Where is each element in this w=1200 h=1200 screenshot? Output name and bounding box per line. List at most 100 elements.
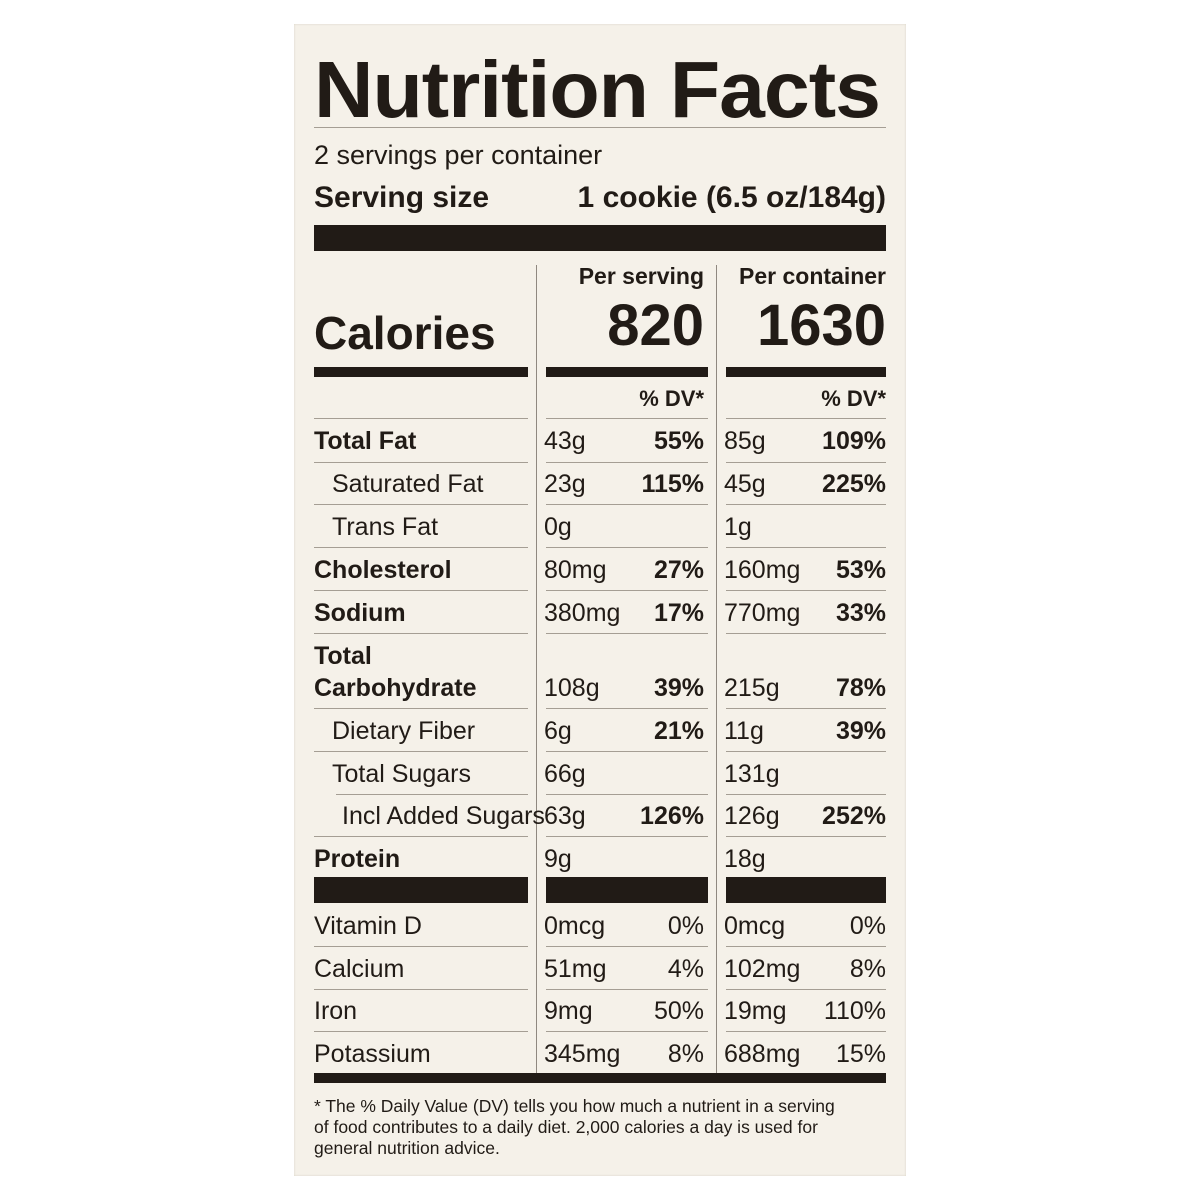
row-rule: [314, 989, 528, 990]
serving-amount: 9mg: [544, 997, 593, 1025]
row-rule: [546, 418, 708, 419]
calories-rule-label: [314, 367, 528, 377]
serving-dv: 4%: [667, 955, 704, 983]
serving-amount: 51mg: [544, 955, 607, 983]
row-rule: [546, 836, 708, 837]
row-rule: [546, 751, 708, 752]
row-rule: [726, 504, 886, 505]
nutrient-label-total-fat: Total Fat: [314, 427, 417, 455]
serving-amount: 23g: [544, 470, 586, 498]
serving-dv: 126%: [640, 802, 704, 830]
row-rule: [546, 590, 708, 591]
serving-dv: 39%: [653, 674, 704, 702]
row-rule: [314, 547, 528, 548]
row-rule: [726, 794, 886, 795]
serving-amount: 0mcg: [544, 912, 606, 940]
row-rule: [726, 462, 886, 463]
title-rule: [314, 127, 886, 128]
nutrient-label-cholesterol: Cholesterol: [314, 556, 452, 584]
container-dv: 110%: [823, 997, 886, 1025]
container-dv: 53%: [835, 556, 886, 584]
serving-dv: 17%: [653, 599, 704, 627]
container-dv: 78%: [835, 674, 886, 702]
serving-amount: 66g: [544, 760, 586, 788]
container-dv: 109%: [822, 427, 886, 455]
nutrient-label-trans-fat: Trans Fat: [332, 513, 439, 541]
thick-rule-mid-serving: [546, 877, 708, 903]
row-rule: [314, 836, 528, 837]
nutrient-label-added-sugars: Incl Added Sugars: [342, 802, 545, 830]
nutrient-label-protein: Protein: [314, 845, 401, 873]
serving-amount: 380mg: [544, 599, 621, 627]
container-amount: 1g: [724, 513, 752, 541]
row-rule: [546, 946, 708, 947]
serving-amount: 6g: [544, 717, 572, 745]
row-rule: [314, 504, 528, 505]
container-amount: 102mg: [724, 955, 801, 983]
row-rule: [546, 462, 708, 463]
nutrient-label-total-carbohydrate-line2: Carbohydrate: [314, 674, 477, 702]
serving-amount: 43g: [544, 427, 586, 455]
nutrient-label-dietary-fiber: Dietary Fiber: [332, 717, 476, 745]
container-dv: 33%: [835, 599, 886, 627]
calories-per-serving: 820: [607, 293, 704, 358]
calories-per-container: 1630: [756, 293, 886, 358]
row-rule: [726, 946, 886, 947]
calories-rule-serving: [546, 367, 708, 377]
container-amount: 0mcg: [724, 912, 786, 940]
calories-label: Calories: [314, 307, 496, 359]
container-amount: 126g: [724, 802, 780, 830]
row-rule: [726, 590, 886, 591]
calories-rule-container: [726, 367, 886, 377]
container-dv: 0%: [849, 912, 886, 940]
container-dv: 252%: [822, 802, 886, 830]
container-dv: 8%: [849, 955, 886, 983]
footnote-line: general nutrition advice.: [314, 1138, 500, 1158]
footnote-line: of food contributes to a daily diet. 2,0…: [314, 1117, 818, 1137]
serving-dv: 8%: [667, 1040, 704, 1068]
row-rule: [314, 708, 528, 709]
thick-rule-mid-label: [314, 877, 528, 903]
serving-size-value: 1 cookie (6.5 oz/184g): [577, 181, 886, 214]
container-amount: 688mg: [724, 1040, 801, 1068]
container-amount: 18g: [724, 845, 766, 873]
serving-dv: 50%: [653, 997, 704, 1025]
row-rule: [314, 590, 528, 591]
container-amount: 45g: [724, 470, 766, 498]
row-rule: [314, 946, 528, 947]
container-dv: 15%: [835, 1040, 886, 1068]
row-rule: [314, 751, 528, 752]
serving-size-label: Serving size: [314, 181, 490, 214]
serving-amount: 0g: [544, 513, 572, 541]
row-rule: [726, 1031, 886, 1032]
nutrient-label-calcium: Calcium: [314, 955, 405, 983]
container-dv: 39%: [835, 717, 886, 745]
serving-dv: 55%: [653, 427, 704, 455]
row-rule: [314, 418, 528, 419]
container-amount: 131g: [724, 760, 780, 788]
row-rule: [546, 989, 708, 990]
row-rule: [726, 418, 886, 419]
row-rule: [314, 1031, 528, 1032]
nutrient-label-saturated-fat: Saturated Fat: [332, 470, 484, 498]
serving-dv: 0%: [667, 912, 704, 940]
container-dv: 225%: [822, 470, 886, 498]
row-rule: [546, 547, 708, 548]
nutrient-label-sodium: Sodium: [314, 599, 406, 627]
serving-amount: 9g: [544, 845, 572, 873]
serving-dv: 21%: [653, 717, 704, 745]
thick-rule-top: [314, 225, 886, 251]
nutrient-label-vitamin-d: Vitamin D: [314, 912, 422, 940]
row-rule: [336, 794, 528, 795]
row-rule: [726, 751, 886, 752]
row-rule: [546, 708, 708, 709]
nutrient-label-total-sugars: Total Sugars: [332, 760, 471, 788]
row-rule: [726, 989, 886, 990]
thick-rule-bottom: [314, 1073, 886, 1083]
container-amount: 85g: [724, 427, 766, 455]
container-amount: 11g: [724, 717, 764, 745]
serving-dv: 115%: [641, 470, 704, 498]
thick-rule-mid-container: [726, 877, 886, 903]
serving-amount: 108g: [544, 674, 600, 702]
row-rule: [726, 708, 886, 709]
